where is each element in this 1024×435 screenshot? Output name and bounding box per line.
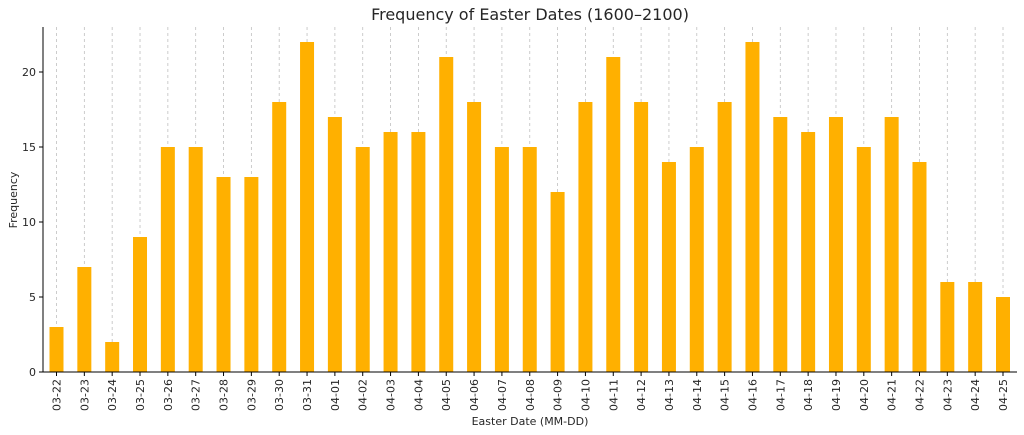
bar-04-22 bbox=[912, 162, 927, 372]
x-tick-label: 04-09 bbox=[552, 379, 565, 411]
x-tick-label: 03-25 bbox=[134, 379, 147, 411]
x-tick-label: 03-24 bbox=[106, 379, 119, 411]
y-tick-label: 15 bbox=[22, 141, 36, 154]
bar-04-06 bbox=[467, 102, 482, 372]
bar-04-01 bbox=[327, 117, 342, 372]
x-axis-label: Easter Date (MM-DD) bbox=[472, 415, 589, 428]
bar-04-15 bbox=[717, 102, 732, 372]
x-tick-label: 03-30 bbox=[273, 379, 286, 411]
x-tick-label: 04-07 bbox=[496, 379, 509, 411]
x-tick-label: 03-26 bbox=[162, 379, 175, 411]
bar-03-25 bbox=[133, 237, 148, 372]
bar-04-11 bbox=[606, 57, 621, 372]
bar-04-12 bbox=[634, 102, 649, 372]
x-tick-label: 04-22 bbox=[913, 379, 926, 411]
x-tick-label: 04-01 bbox=[329, 379, 342, 411]
bar-04-13 bbox=[661, 162, 676, 372]
x-tick-label: 03-28 bbox=[218, 379, 231, 411]
x-tick-label: 04-18 bbox=[802, 379, 815, 411]
x-tick-label: 04-05 bbox=[440, 379, 453, 411]
bar-04-18 bbox=[801, 132, 816, 372]
bar-04-21 bbox=[884, 117, 899, 372]
y-tick-label: 0 bbox=[29, 366, 36, 379]
bar-03-27 bbox=[188, 147, 203, 372]
x-ticks: 03-22 03-23 03-24 03-25 03-26 03-27 03-28 03-29… bbox=[51, 372, 1010, 411]
x-tick-label: 03-29 bbox=[245, 379, 258, 411]
y-tick-label: 10 bbox=[22, 216, 36, 229]
bar-04-09 bbox=[550, 192, 565, 372]
x-tick-label: 03-27 bbox=[190, 379, 203, 411]
bar-04-17 bbox=[773, 117, 788, 372]
bar-03-26 bbox=[160, 147, 175, 372]
y-axis-label: Frequency bbox=[7, 171, 20, 228]
x-tick-label: 04-10 bbox=[579, 379, 592, 411]
x-tick-label: 04-20 bbox=[858, 379, 871, 411]
bar-04-02 bbox=[355, 147, 370, 372]
bar-04-04 bbox=[411, 132, 426, 372]
x-tick-label: 04-13 bbox=[663, 379, 676, 411]
bar-04-07 bbox=[494, 147, 509, 372]
x-tick-label: 04-12 bbox=[635, 379, 648, 411]
x-tick-label: 04-23 bbox=[941, 379, 954, 411]
x-tick-label: 03-22 bbox=[51, 379, 64, 411]
chart-title: Frequency of Easter Dates (1600–2100) bbox=[371, 5, 689, 24]
bar-03-24 bbox=[105, 342, 120, 372]
bar-03-31 bbox=[300, 42, 315, 372]
x-tick-label: 04-11 bbox=[607, 379, 620, 411]
bar-04-20 bbox=[856, 147, 871, 372]
bar-04-03 bbox=[383, 132, 398, 372]
x-tick-label: 04-03 bbox=[385, 379, 398, 411]
bar-04-10 bbox=[578, 102, 593, 372]
x-tick-label: 03-31 bbox=[301, 379, 314, 411]
bar-04-23 bbox=[940, 282, 955, 372]
bar-04-25 bbox=[996, 297, 1010, 372]
x-tick-label: 04-17 bbox=[774, 379, 787, 411]
bar-03-30 bbox=[272, 102, 287, 372]
bar-04-05 bbox=[439, 57, 454, 372]
x-tick-label: 04-04 bbox=[412, 379, 425, 411]
bar-04-19 bbox=[828, 117, 843, 372]
bar-03-22 bbox=[49, 327, 64, 372]
bar-04-16 bbox=[745, 42, 760, 372]
bar-03-23 bbox=[77, 267, 92, 372]
y-ticks: 0 5 10 15 20 bbox=[22, 66, 43, 379]
y-tick-label: 20 bbox=[22, 66, 36, 79]
x-tick-label: 04-19 bbox=[830, 379, 843, 411]
x-tick-label: 03-23 bbox=[78, 379, 91, 411]
x-tick-label: 04-06 bbox=[468, 379, 481, 411]
x-tick-label: 04-15 bbox=[719, 379, 732, 411]
bar-04-14 bbox=[689, 147, 704, 372]
bar-04-08 bbox=[522, 147, 537, 372]
x-tick-label: 04-16 bbox=[746, 379, 759, 411]
bars bbox=[49, 42, 1010, 372]
bar-03-28 bbox=[216, 177, 231, 372]
x-tick-label: 04-24 bbox=[969, 379, 982, 411]
bar-04-24 bbox=[968, 282, 983, 372]
bar-03-29 bbox=[244, 177, 259, 372]
x-tick-label: 04-21 bbox=[886, 379, 899, 411]
x-tick-label: 04-14 bbox=[691, 379, 704, 411]
x-tick-label: 04-25 bbox=[997, 379, 1010, 411]
x-tick-label: 04-08 bbox=[524, 379, 537, 411]
y-tick-label: 5 bbox=[29, 291, 36, 304]
x-tick-label: 04-02 bbox=[357, 379, 370, 411]
